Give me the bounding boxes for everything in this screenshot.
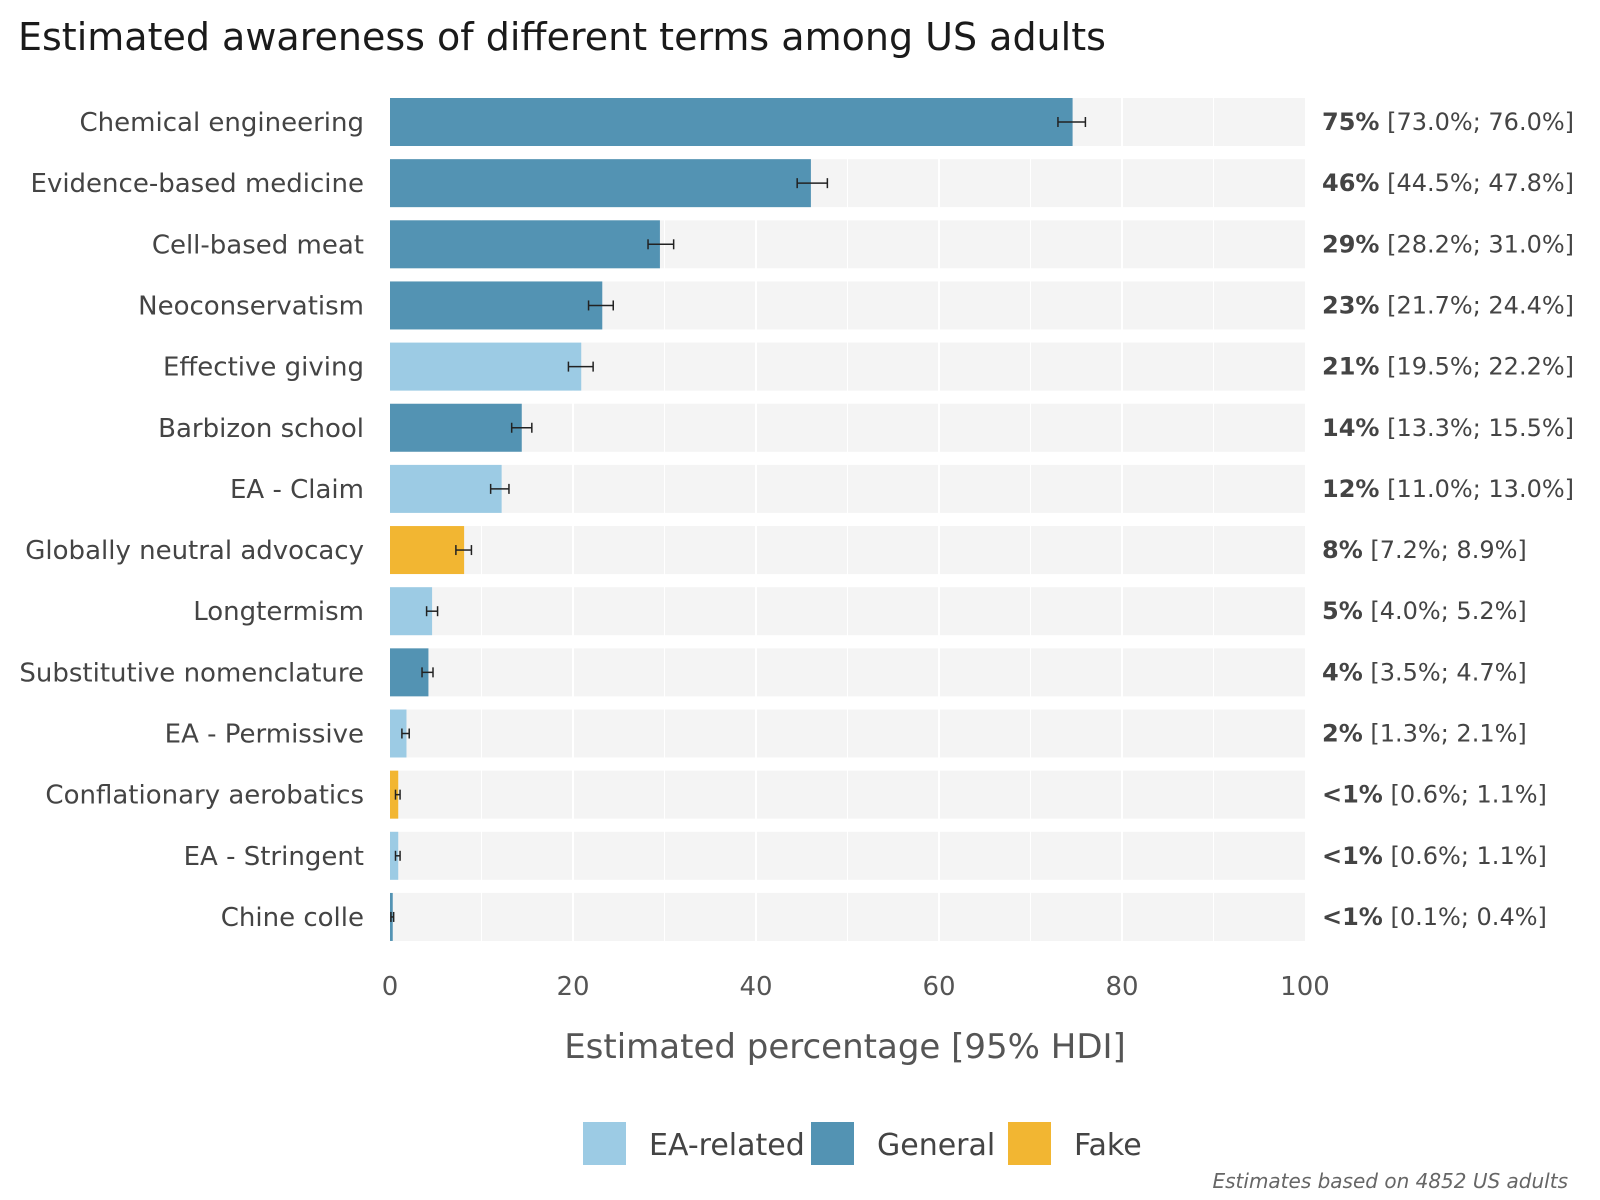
bar [390,464,502,513]
value-label: 75% [73.0%; 76.0%] [1322,108,1574,136]
bar [390,770,399,819]
legend-label: Fake [1074,1128,1142,1163]
value-percent: <1% [1322,781,1383,809]
value-interval: [4.0%; 5.2%] [1363,597,1527,625]
value-label: 23% [21.7%; 24.4%] [1322,291,1574,319]
value-interval: [73.0%; 76.0%] [1379,108,1574,136]
x-axis: 0 20 40 60 80 100 [382,972,1330,1002]
value-percent: 75% [1322,108,1379,136]
x-tick-label: 20 [556,972,589,1002]
bar [390,281,603,330]
caption: Estimates based on 4852 US adults [1212,1169,1568,1193]
value-percent: 46% [1322,169,1379,197]
category-label: Evidence-based medicine [31,169,364,199]
value-interval: [11.0%; 13.0%] [1379,475,1574,503]
legend-swatch [811,1122,854,1165]
x-tick-label: 100 [1280,972,1330,1002]
value-interval: [21.7%; 24.4%] [1379,291,1574,319]
bar [390,98,1073,146]
value-label: 46% [44.5%; 47.8%] [1322,169,1574,197]
bar [390,342,582,391]
legend-swatch [1008,1122,1051,1165]
category-label: EA - Claim [230,475,364,505]
value-percent: 29% [1322,230,1379,258]
value-label: 12% [11.0%; 13.0%] [1322,475,1574,503]
value-interval: [28.2%; 31.0%] [1379,230,1574,258]
value-interval: [0.6%; 1.1%] [1383,842,1547,870]
category-label: EA - Stringent [184,842,364,872]
value-label: 4% [3.5%; 4.7%] [1322,658,1527,686]
x-axis-title: Estimated percentage [95% HDI] [564,1027,1126,1067]
value-label: <1% [0.1%; 0.4%] [1322,903,1547,931]
x-tick-label: 80 [1105,972,1138,1002]
bar [390,587,433,636]
bar [390,220,660,269]
value-interval: [44.5%; 47.8%] [1379,169,1574,197]
value-label: 29% [28.2%; 31.0%] [1322,230,1574,258]
value-percent: 21% [1322,353,1379,381]
legend-swatch [583,1122,626,1165]
category-label: Chemical engineering [80,108,364,138]
value-label: 8% [7.2%; 8.9%] [1322,536,1527,564]
value-interval: [19.5%; 22.2%] [1379,353,1574,381]
grid [390,92,1305,947]
legend-label: General [877,1128,995,1163]
value-interval: [1.3%; 2.1%] [1363,720,1527,748]
value-interval: [0.6%; 1.1%] [1383,781,1547,809]
legend-label: EA-related [649,1128,805,1163]
value-percent: 12% [1322,475,1379,503]
category-label: Effective giving [163,353,364,383]
value-percent: <1% [1322,903,1383,931]
bar [390,526,465,575]
bar [390,159,811,208]
category-label: Conflationary aerobatics [45,781,364,811]
category-label: Globally neutral advocacy [25,536,364,566]
value-label: 21% [19.5%; 22.2%] [1322,353,1574,381]
category-label: Neoconservatism [138,291,364,321]
category-label: EA - Permissive [165,720,364,750]
value-label: 14% [13.3%; 15.5%] [1322,414,1574,442]
value-percent: 2% [1322,720,1363,748]
value-percent: <1% [1322,842,1383,870]
value-interval: [7.2%; 8.9%] [1363,536,1527,564]
value-label: 2% [1.3%; 2.1%] [1322,720,1527,748]
chart-title: Estimated awareness of different terms a… [18,15,1106,59]
value-label: <1% [0.6%; 1.1%] [1322,842,1547,870]
category-label: Barbizon school [158,414,364,444]
value-percent: 8% [1322,536,1363,564]
value-percent: 14% [1322,414,1379,442]
x-tick-label: 60 [922,972,955,1002]
value-percent: 23% [1322,291,1379,319]
category-label: Chine colle [221,903,364,933]
category-label: Longtermism [193,597,364,627]
value-percent: 4% [1322,658,1363,686]
bar [390,709,407,758]
value-interval: [0.1%; 0.4%] [1383,903,1547,931]
category-label: Cell-based meat [152,230,364,260]
value-interval: [13.3%; 15.5%] [1379,414,1574,442]
value-label: 5% [4.0%; 5.2%] [1322,597,1527,625]
value-interval: [3.5%; 4.7%] [1363,658,1527,686]
labels: Chemical engineering 75% [73.0%; 76.0%] Ev… [19,108,1574,933]
bar [390,403,522,452]
x-tick-label: 40 [739,972,772,1002]
category-label: Substitutive nomenclature [19,658,364,688]
bar [390,831,399,880]
legend: EA-related General Fake [583,1122,1142,1165]
value-percent: 5% [1322,597,1363,625]
bars [390,98,1087,941]
x-tick-label: 0 [382,972,399,1002]
value-label: <1% [0.6%; 1.1%] [1322,781,1547,809]
